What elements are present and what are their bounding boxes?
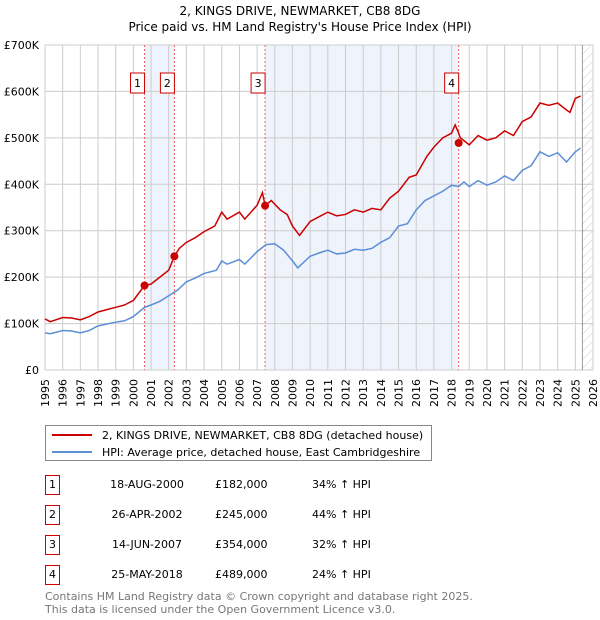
sale-point: [140, 281, 149, 290]
x-tick-label: 1998: [92, 379, 105, 407]
x-tick-label: 1999: [110, 379, 123, 407]
sale-date: 26-APR-2002: [111, 508, 183, 521]
x-tick-label: 1997: [74, 379, 87, 407]
x-tick-label: 2005: [216, 379, 229, 407]
x-tick-label: 2025: [569, 379, 582, 407]
sale-marker-label: 1: [134, 77, 141, 90]
sale-row: 2 26-APR-2002 £245,000 44% ↑ HPI: [45, 505, 445, 525]
x-tick-label: 2008: [269, 379, 282, 407]
y-tick-label: £300K: [4, 225, 40, 238]
sale-date: 25-MAY-2018: [111, 568, 183, 581]
legend-label: HPI: Average price, detached house, East…: [102, 445, 421, 459]
y-tick-label: £200K: [4, 271, 40, 284]
x-tick-label: 2019: [463, 379, 476, 407]
x-tick-label: 2007: [251, 379, 264, 407]
x-tick-label: 1996: [57, 379, 70, 407]
x-tick-label: 2004: [198, 379, 211, 407]
legend-swatch-red: [52, 434, 92, 436]
sale-hpi-diff: 32% ↑ HPI: [312, 538, 371, 551]
sale-date: 18-AUG-2000: [110, 478, 184, 491]
sale-point: [170, 252, 179, 261]
x-tick-label: 2023: [534, 379, 547, 407]
chart-subtitle: Price paid vs. HM Land Registry's House …: [128, 20, 471, 34]
sale-row: 4 25-MAY-2018 £489,000 24% ↑ HPI: [45, 565, 445, 585]
x-tick-label: 2000: [127, 379, 140, 407]
x-tick-label: 1995: [39, 379, 52, 407]
x-tick-label: 2002: [163, 379, 176, 407]
sale-number: 4: [45, 565, 60, 585]
sale-marker-box: [159, 72, 175, 94]
shaded-range: [144, 45, 175, 370]
sale-row: 3 14-JUN-2007 £354,000 32% ↑ HPI: [45, 535, 445, 555]
x-tick-label: 2012: [340, 379, 353, 407]
x-tick-label: 2024: [552, 379, 565, 407]
sale-hpi-diff: 34% ↑ HPI: [312, 478, 371, 491]
sale-point: [261, 201, 270, 210]
sale-marker-box: [444, 72, 460, 94]
x-tick-label: 2003: [180, 379, 193, 407]
legend-item-property: 2, KINGS DRIVE, NEWMARKET, CB8 8DG (deta…: [52, 427, 423, 443]
legend: 2, KINGS DRIVE, NEWMARKET, CB8 8DG (deta…: [45, 425, 433, 461]
y-tick-label: £700K: [4, 39, 40, 52]
sale-hpi-diff: 44% ↑ HPI: [312, 508, 371, 521]
x-tick-label: 2026: [587, 379, 600, 407]
y-tick-label: £100K: [4, 318, 40, 331]
legend-swatch-blue: [52, 451, 92, 453]
x-tick-label: 2006: [233, 379, 246, 407]
y-tick-label: £400K: [4, 178, 40, 191]
sale-row: 1 18-AUG-2000 £182,000 34% ↑ HPI: [45, 475, 445, 495]
y-tick-label: £600K: [4, 85, 40, 98]
x-tick-label: 2010: [304, 379, 317, 407]
x-tick-label: 2011: [322, 379, 335, 407]
sale-number: 1: [45, 475, 60, 495]
sale-marker-label: 4: [448, 77, 455, 90]
sale-price: £489,000: [215, 568, 268, 581]
series-line: [44, 147, 582, 335]
sale-point: [454, 138, 463, 147]
sale-marker-box: [130, 72, 146, 94]
sale-number: 2: [45, 505, 60, 525]
footer: Contains HM Land Registry data © Crown c…: [45, 590, 473, 616]
y-tick-label: £0: [25, 364, 39, 377]
price-chart: 2, KINGS DRIVE, NEWMARKET, CB8 8DG Price…: [4, 4, 600, 407]
x-tick-label: 2014: [375, 379, 388, 407]
x-tick-label: 2018: [446, 379, 459, 407]
chart-title: 2, KINGS DRIVE, NEWMARKET, CB8 8DG: [180, 4, 421, 18]
sale-price: £354,000: [215, 538, 268, 551]
shaded-range: [265, 45, 459, 370]
sale-number: 3: [45, 535, 60, 555]
x-tick-label: 2001: [145, 379, 158, 407]
sale-price: £245,000: [215, 508, 268, 521]
sale-hpi-diff: 24% ↑ HPI: [312, 568, 371, 581]
y-tick-label: £500K: [4, 132, 40, 145]
footer-line-2: This data is licensed under the Open Gov…: [45, 603, 396, 616]
sale-date: 14-JUN-2007: [111, 538, 183, 551]
x-tick-label: 2016: [410, 379, 423, 407]
sale-marker-label: 2: [164, 77, 171, 90]
x-tick-label: 2020: [481, 379, 494, 407]
forecast-hatch: [582, 45, 593, 370]
legend-item-hpi: HPI: Average price, detached house, East…: [52, 444, 423, 460]
x-tick-label: 2017: [428, 379, 441, 407]
footer-line-1: Contains HM Land Registry data © Crown c…: [45, 590, 473, 603]
x-tick-label: 2013: [357, 379, 370, 407]
sale-price: £182,000: [215, 478, 268, 491]
x-tick-label: 2009: [286, 379, 299, 407]
legend-label: 2, KINGS DRIVE, NEWMARKET, CB8 8DG (deta…: [102, 428, 424, 442]
x-tick-label: 2022: [516, 379, 529, 407]
x-tick-label: 2015: [393, 379, 406, 407]
sale-marker-box: [250, 72, 266, 94]
sale-marker-label: 3: [255, 77, 262, 90]
x-tick-label: 2021: [499, 379, 512, 407]
